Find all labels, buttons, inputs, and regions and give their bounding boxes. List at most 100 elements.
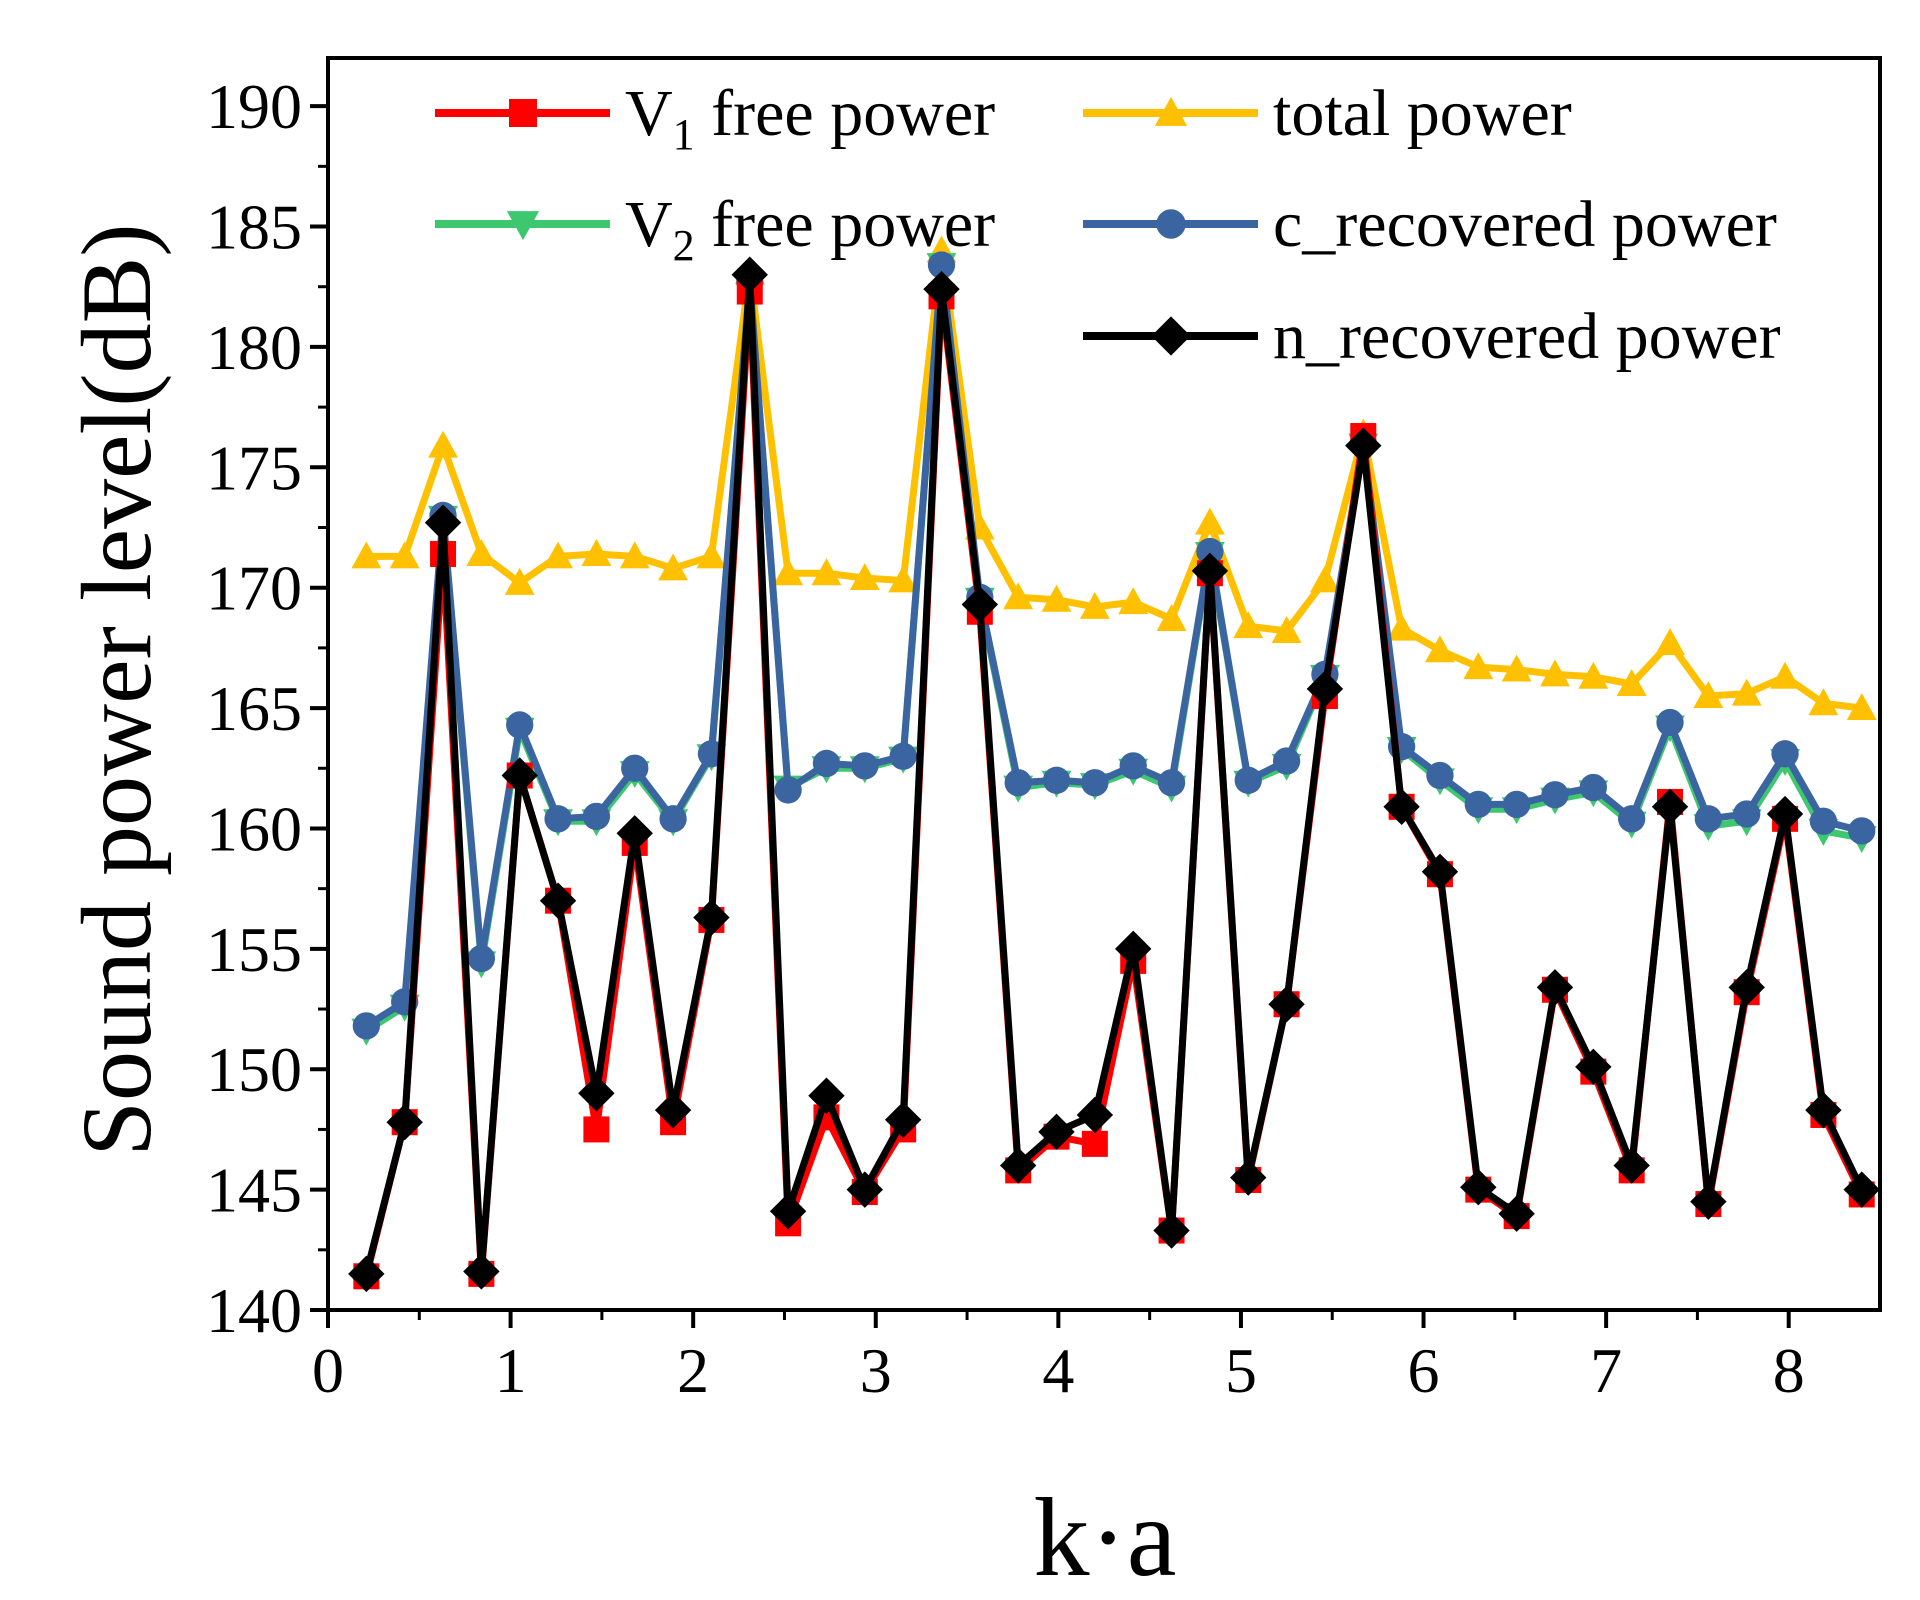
y-tick-label: 160 [206,793,302,864]
data-point [348,1255,385,1293]
data-point [506,711,534,739]
legend-item-3: c_recovered power [1083,188,1777,261]
plot-frame [326,56,1882,1312]
series-4 [348,256,1880,1293]
data-point [1618,805,1646,833]
data-point [1540,659,1570,687]
data-point [927,251,956,279]
legend-item-2: V2 free power [435,188,995,270]
data-point [1693,681,1724,708]
data-point [1272,747,1301,775]
legend-marker [506,211,540,241]
data-point [1003,582,1034,610]
data-point [1846,693,1877,721]
data-point [1694,805,1723,833]
data-point [1848,817,1876,845]
legend-label: c_recovered power [1273,188,1777,261]
data-point [1268,986,1305,1023]
data-point [1309,565,1340,593]
data-point [504,567,535,595]
data-point [1194,507,1225,535]
data-point [1076,1096,1114,1134]
data-point [696,541,727,569]
y-tick-label: 175 [206,432,302,503]
data-point [1808,688,1839,716]
data-point [1079,592,1110,619]
data-point [1463,652,1494,680]
data-point [1153,1212,1190,1249]
x-tick-label: 4 [1042,1335,1074,1406]
y-tick-label: 190 [206,71,302,142]
data-point [812,749,841,778]
data-point [1536,969,1574,1006]
legend-label: n_recovered power [1273,300,1781,373]
data-point [693,899,730,936]
data-point [1234,766,1262,794]
data-point [1843,1171,1880,1208]
y-tick-label: 185 [206,192,302,263]
x-tick-label: 7 [1590,1335,1622,1406]
series-layer [348,235,1880,1293]
x-tick-label: 0 [312,1335,344,1406]
data-point [999,1147,1037,1184]
legend-marker [1156,209,1186,239]
data-point [1426,761,1454,790]
data-point [808,1077,845,1114]
data-point [884,1101,922,1138]
data-point [1805,1091,1842,1129]
data-point [846,1171,884,1208]
data-point [581,539,612,566]
data-point [1081,769,1109,797]
legend-marker [509,99,537,127]
y-tick-label: 180 [206,312,302,383]
y-tick-label: 170 [206,553,302,624]
data-point [1081,1130,1108,1157]
data-point [578,1075,615,1112]
data-point [774,776,802,804]
data-point [352,1012,380,1040]
data-point [1502,790,1531,819]
data-point [1616,669,1647,696]
data-point [1156,604,1187,631]
data-point [583,1116,610,1143]
y-tick-label: 150 [206,1034,302,1105]
data-point [1690,1183,1727,1220]
data-point [424,504,462,541]
data-point [501,757,538,794]
legend-marker [1154,96,1188,126]
data-point [1191,552,1229,590]
data-point [1656,708,1684,737]
data-point [1425,635,1455,663]
data-point [658,553,689,581]
data-point [351,541,382,569]
data-point [1460,1169,1497,1206]
data-point [1119,752,1147,780]
legend-label: V2 free power [625,188,995,270]
data-point [428,430,458,458]
data-point [851,752,879,780]
legend: V1 free power total power V2 free power c_r… [435,77,1781,373]
x-tick-label: 1 [495,1335,527,1406]
data-point [888,565,919,593]
data-point [619,541,650,569]
data-point [654,1091,692,1129]
data-point [1651,788,1689,825]
x-tick-label: 6 [1408,1335,1440,1406]
data-point [1578,661,1609,689]
data-point [849,563,880,591]
data-point [1541,781,1569,809]
axes-layer: 140 145 150 155 160 165 170 175 180 185 190 0 1 2 3 4 5 6… [206,56,1882,1406]
data-point [1464,790,1492,819]
data-point [923,270,960,308]
data-point [1766,795,1804,833]
data-point [467,944,496,973]
legend-item-4: n_recovered power [1083,300,1781,373]
data-point [543,541,574,569]
data-point [731,256,768,293]
legend-label: total power [1273,77,1572,150]
x-tick-label: 3 [860,1335,892,1406]
data-point [1613,1147,1650,1184]
data-point [386,1104,423,1141]
data-point [811,558,842,586]
